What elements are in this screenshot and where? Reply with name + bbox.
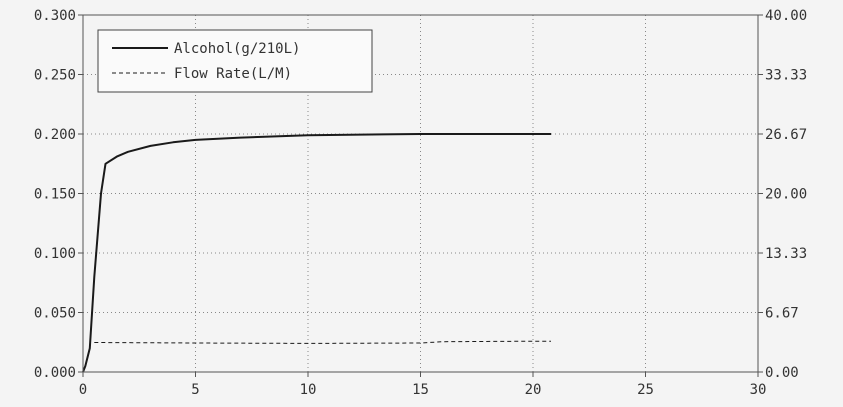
y-right-tick-label: 26.67 bbox=[765, 127, 807, 143]
x-tick-label: 30 bbox=[750, 382, 767, 398]
legend-label-flow-rate: Flow Rate(L/M) bbox=[174, 66, 292, 82]
legend-box bbox=[97, 29, 373, 93]
y-left-tick-label: 0.000 bbox=[34, 365, 76, 381]
plot-area bbox=[82, 133, 551, 373]
y-left-tick-label: 0.300 bbox=[34, 8, 76, 24]
y-right-tick-label: 13.33 bbox=[765, 246, 807, 262]
y-right-tick-label: 20.00 bbox=[765, 187, 807, 203]
x-tick-label: 20 bbox=[525, 382, 542, 398]
x-tick-label: 5 bbox=[191, 382, 199, 398]
y-left-tick-label: 0.200 bbox=[34, 127, 76, 143]
legend-label-alcohol: Alcohol(g/210L) bbox=[174, 41, 300, 57]
series-line-flow-rate bbox=[94, 340, 551, 344]
x-tick-label: 0 bbox=[79, 382, 87, 398]
y-left-tick-label: 0.250 bbox=[34, 68, 76, 84]
legend: Alcohol(g/210L) Flow Rate(L/M) bbox=[97, 29, 373, 93]
y-right-tick-label: 6.67 bbox=[765, 306, 799, 322]
y-left-tick-label: 0.100 bbox=[34, 246, 76, 262]
x-tick-label: 15 bbox=[412, 382, 429, 398]
y-left-tick-label: 0.150 bbox=[34, 187, 76, 203]
y-right-tick-label: 33.33 bbox=[765, 68, 807, 84]
axis-ticks: 0 5 10 15 20 25 30 0.000 0.00 0.050 6.67 0.100 13.33… bbox=[34, 8, 807, 398]
series-line-alcohol bbox=[82, 133, 551, 373]
y-right-tick-label: 0.00 bbox=[765, 365, 799, 381]
x-tick-label: 10 bbox=[300, 382, 317, 398]
y-right-tick-label: 40.00 bbox=[765, 8, 807, 24]
y-left-tick-label: 0.050 bbox=[34, 306, 76, 322]
x-tick-label: 25 bbox=[637, 382, 654, 398]
